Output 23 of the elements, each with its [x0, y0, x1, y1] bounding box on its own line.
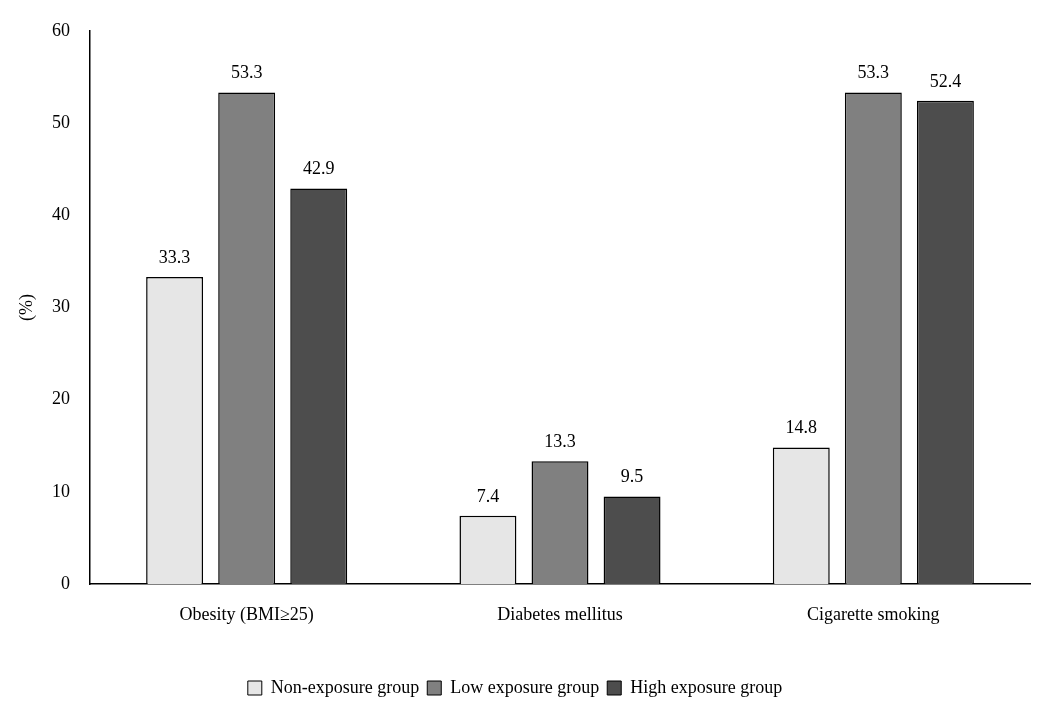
x-tick-label: Diabetes mellitus: [497, 603, 623, 624]
data-label: 53.3: [857, 62, 890, 83]
data-label: 9.5: [620, 466, 644, 487]
y-tick-label: 50: [52, 111, 70, 132]
legend-label: Non-exposure group: [270, 676, 420, 697]
x-tick-label: Cigarette smoking: [807, 603, 940, 624]
y-axis-title: (%): [15, 293, 37, 321]
y-tick-label: 10: [52, 480, 70, 501]
y-tick-label: 40: [52, 203, 70, 224]
data-label: 52.4: [929, 70, 962, 91]
data-label: 53.3: [230, 62, 263, 83]
x-tick-label: Obesity (BMI≥25): [179, 603, 314, 625]
y-tick-label: 30: [52, 296, 70, 317]
data-label: 13.3: [544, 431, 576, 452]
y-tick-label: 20: [52, 388, 70, 409]
data-label: 33.3: [158, 246, 191, 267]
data-label: 14.8: [785, 417, 818, 438]
data-label: 7.4: [476, 485, 500, 506]
y-tick-label: 0: [61, 572, 70, 593]
legend-label: Low exposure group: [450, 676, 600, 697]
y-tick-label: 60: [52, 19, 70, 40]
data-label: 42.9: [302, 158, 335, 179]
legend-label: High exposure group: [630, 676, 783, 697]
